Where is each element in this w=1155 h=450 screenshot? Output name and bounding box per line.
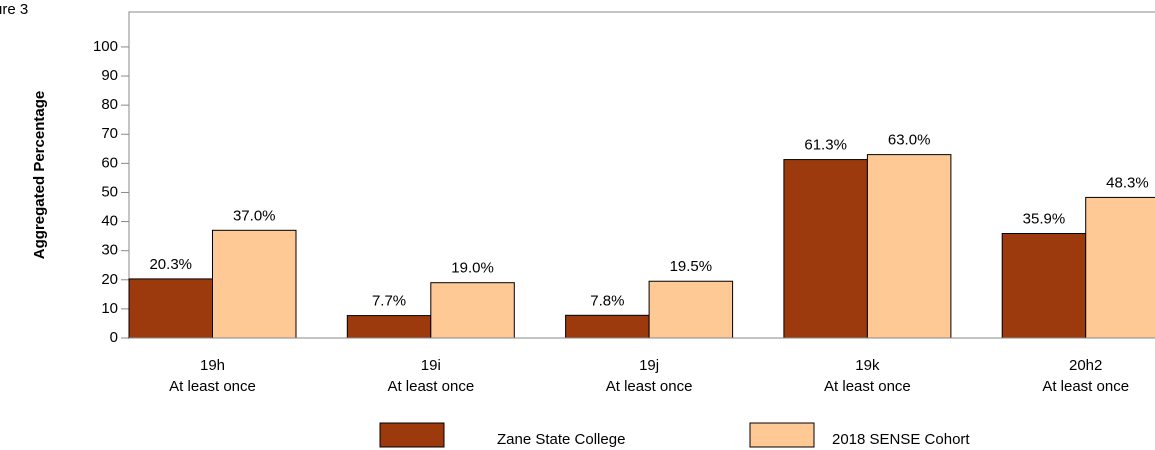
y-tick-label: 40 (101, 213, 118, 230)
y-tick-label: 10 (101, 300, 118, 317)
y-tick-label: 80 (101, 96, 118, 113)
y-axis-label: Aggregated Percentage (31, 91, 48, 259)
x-tick-label: At least once (606, 378, 693, 395)
x-tick-label: 20h2 (1069, 357, 1102, 374)
figure-label: ure 3 (0, 1, 28, 18)
legend-swatch (749, 422, 815, 448)
value-label: 35.9% (1023, 210, 1066, 227)
bar (565, 314, 650, 339)
value-label: 19.0% (451, 260, 494, 277)
value-label: 20.3% (149, 256, 192, 273)
value-label: 19.5% (670, 258, 713, 275)
y-tick-label: 50 (101, 183, 118, 200)
x-tick-label: At least once (387, 378, 474, 395)
bar (866, 154, 952, 339)
bar (648, 280, 734, 339)
x-tick-label: 19h (200, 357, 225, 374)
x-tick-label: At least once (824, 378, 911, 395)
legend-swatch (379, 422, 445, 448)
x-tick-label: 19k (855, 357, 880, 374)
y-tick-label: 0 (110, 329, 118, 346)
y-tick-label: 70 (101, 125, 118, 142)
value-label: 37.0% (233, 207, 276, 224)
x-tick-label: 19j (639, 357, 659, 374)
legend-label: 2018 SENSE Cohort (832, 431, 970, 448)
bar (212, 229, 297, 339)
y-tick-label: 20 (101, 271, 118, 288)
bar (1001, 233, 1087, 339)
value-label: 7.8% (590, 292, 624, 309)
bar (1085, 196, 1155, 339)
bar (430, 282, 515, 339)
bar (346, 315, 432, 339)
value-label: 63.0% (888, 132, 931, 149)
y-tick-label: 90 (101, 67, 118, 84)
value-label: 7.7% (372, 293, 406, 310)
y-tick-label: 30 (101, 242, 118, 259)
bar (783, 159, 868, 339)
bar (128, 278, 213, 339)
value-label: 48.3% (1106, 174, 1149, 191)
legend-label: Zane State College (497, 431, 625, 448)
y-tick-label: 100 (93, 38, 118, 55)
y-tick-label: 60 (101, 154, 118, 171)
value-label: 61.3% (804, 137, 847, 154)
x-tick-label: 19i (421, 357, 441, 374)
x-tick-label: At least once (1042, 378, 1129, 395)
x-tick-label: At least once (169, 378, 256, 395)
